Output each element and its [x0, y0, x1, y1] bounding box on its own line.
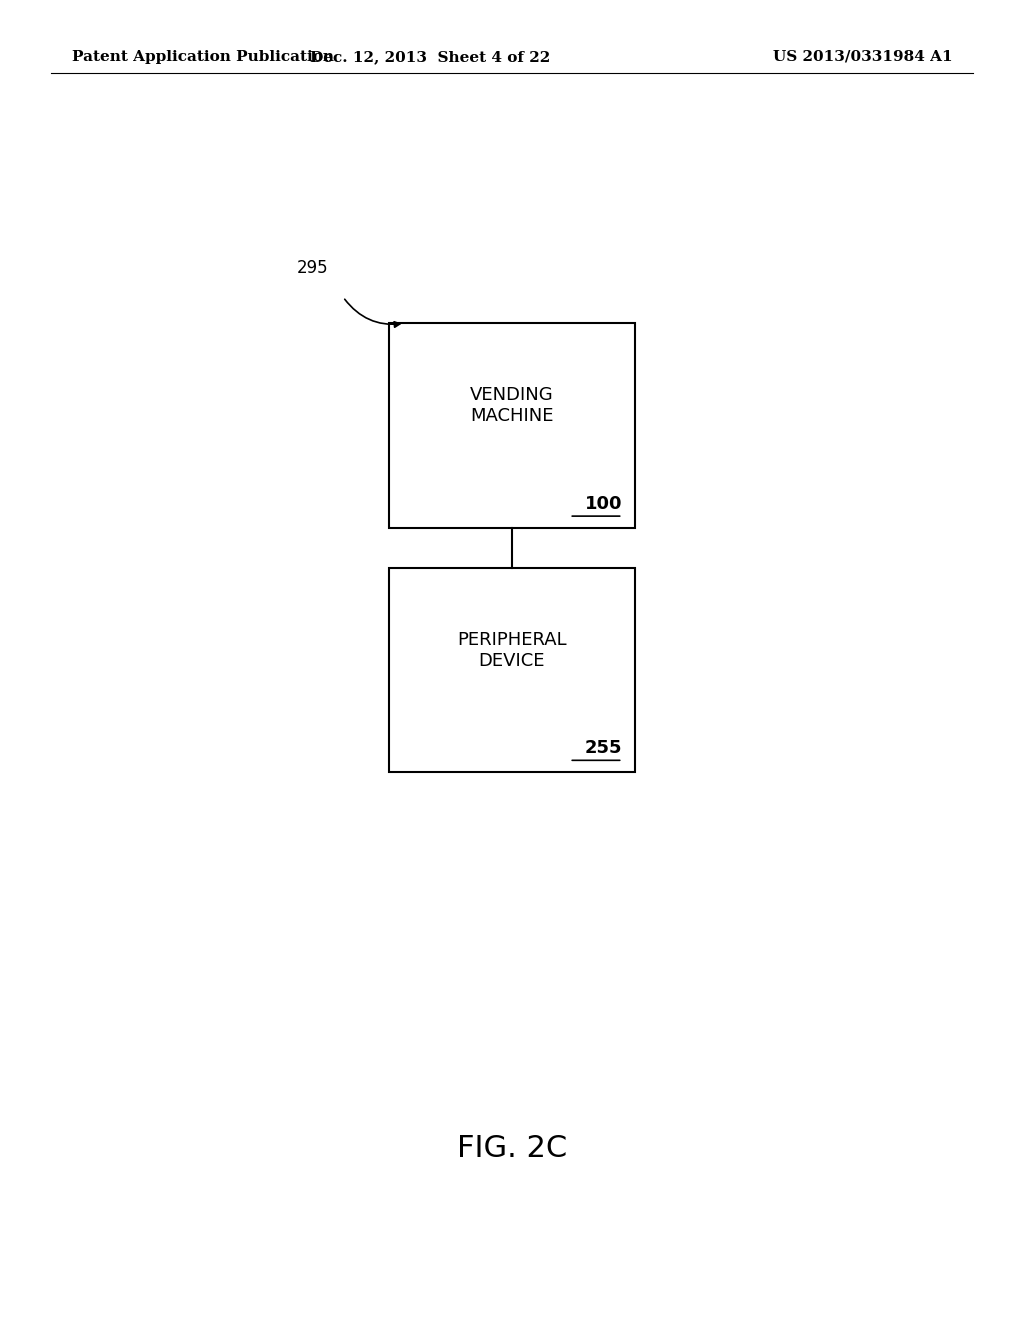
Text: Dec. 12, 2013  Sheet 4 of 22: Dec. 12, 2013 Sheet 4 of 22: [310, 50, 550, 63]
Text: 100: 100: [585, 495, 623, 513]
Text: 255: 255: [585, 739, 623, 758]
FancyBboxPatch shape: [389, 323, 635, 528]
Text: VENDING
MACHINE: VENDING MACHINE: [470, 387, 554, 425]
Text: FIG. 2C: FIG. 2C: [457, 1134, 567, 1163]
Text: 295: 295: [297, 259, 328, 277]
Text: Patent Application Publication: Patent Application Publication: [72, 50, 334, 63]
Text: PERIPHERAL
DEVICE: PERIPHERAL DEVICE: [457, 631, 567, 669]
Text: US 2013/0331984 A1: US 2013/0331984 A1: [773, 50, 952, 63]
FancyBboxPatch shape: [389, 568, 635, 772]
